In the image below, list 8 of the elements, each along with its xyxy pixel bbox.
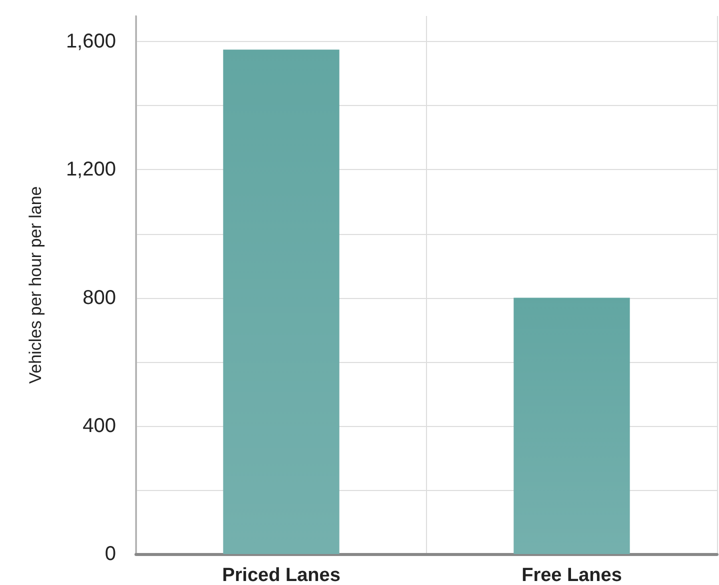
y-tick-label: 1,200 <box>66 158 116 181</box>
y-axis-title: Vehicles per hour per lane <box>26 186 45 384</box>
y-tick-label: 1,600 <box>66 30 116 53</box>
y-tick-label: 400 <box>82 414 116 437</box>
y-tick-label: 0 <box>104 543 116 565</box>
x-tick-label: Free Lanes <box>522 565 622 585</box>
x-tick-label: Priced Lanes <box>222 565 340 585</box>
y-tick-label: 800 <box>82 286 116 309</box>
